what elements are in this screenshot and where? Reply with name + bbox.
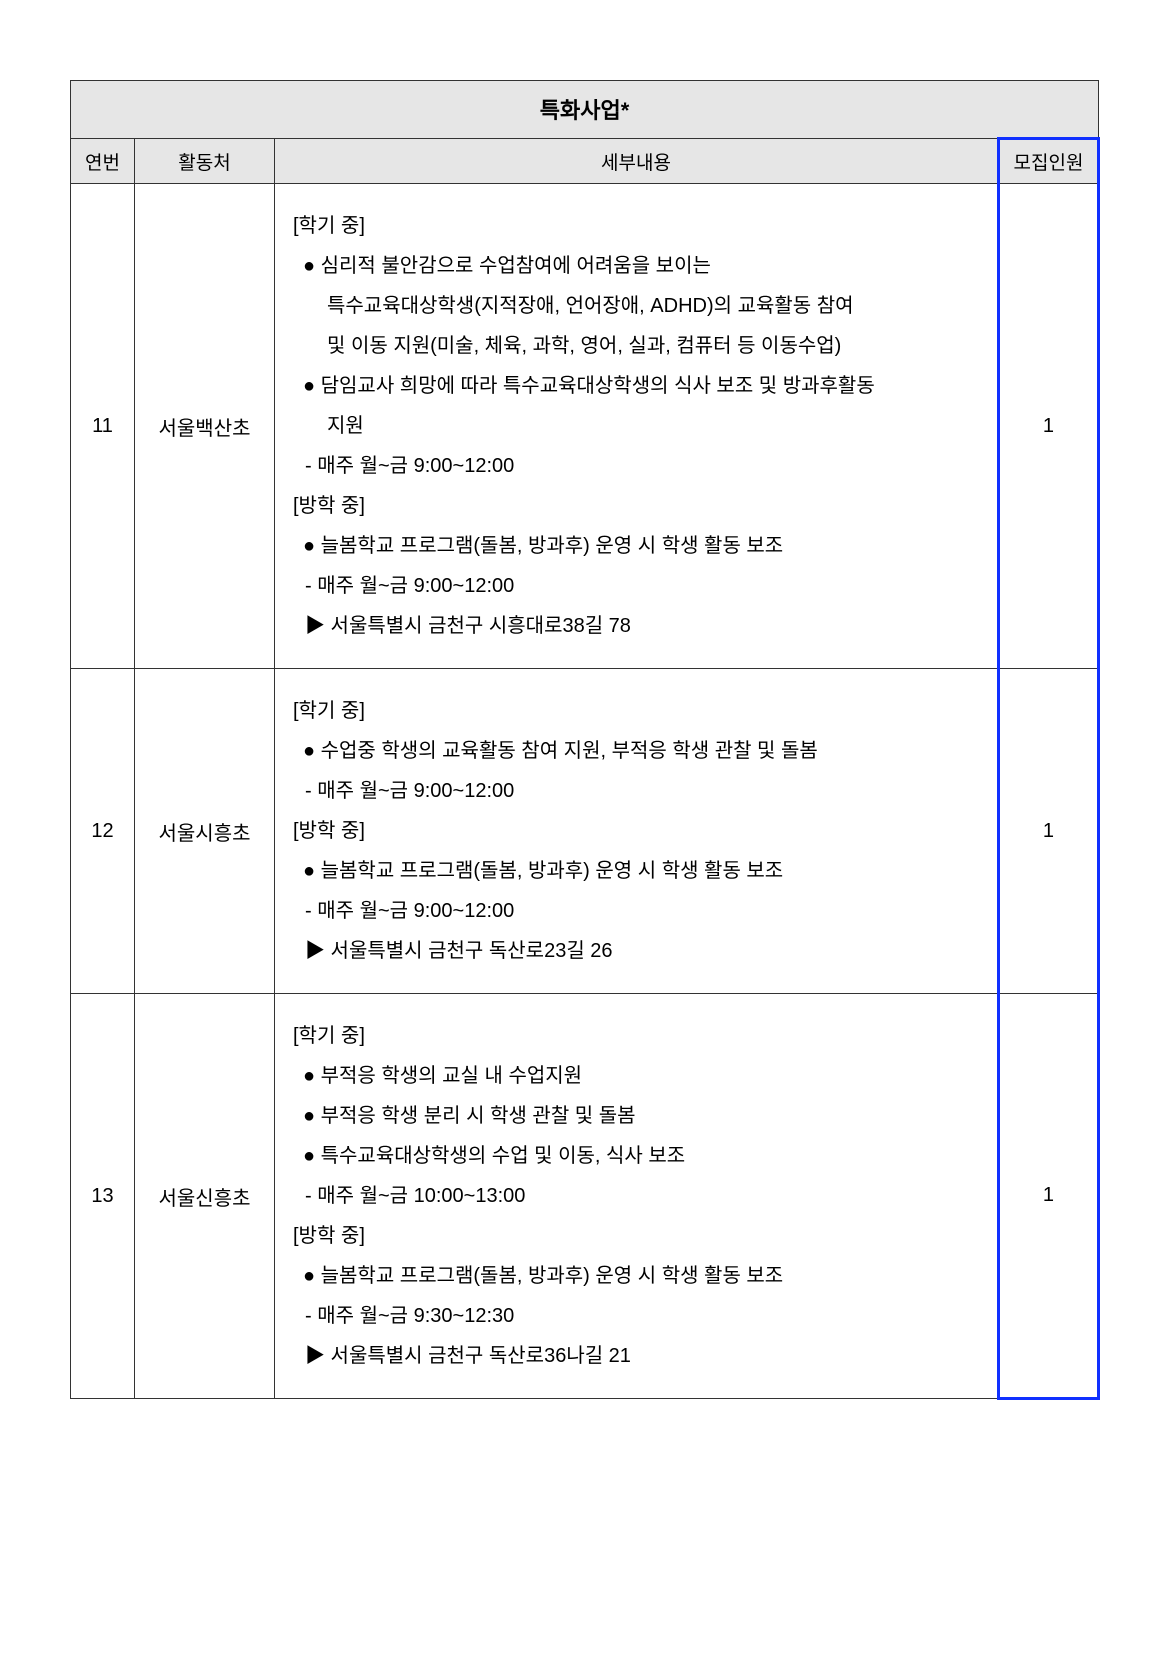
detail-line: [방학 중] bbox=[293, 811, 979, 851]
cell-detail: [학기 중]● 수업중 학생의 교육활동 참여 지원, 부적응 학생 관찰 및 … bbox=[275, 669, 999, 994]
cell-count: 1 bbox=[998, 669, 1098, 994]
cell-location: 서울시흥초 bbox=[135, 669, 275, 994]
col-header-count: 모집인원 bbox=[998, 139, 1098, 184]
detail-line: [방학 중] bbox=[293, 1216, 979, 1256]
cell-location: 서울백산초 bbox=[135, 184, 275, 669]
detail-line: ● 늘봄학교 프로그램(돌봄, 방과후) 운영 시 학생 활동 보조 bbox=[303, 851, 979, 891]
col-header-detail: 세부내용 bbox=[275, 139, 999, 184]
detail-line: 및 이동 지원(미술, 체육, 과학, 영어, 실과, 컴퓨터 등 이동수업) bbox=[293, 326, 979, 366]
col-header-location: 활동처 bbox=[135, 139, 275, 184]
col-header-no: 연번 bbox=[71, 139, 135, 184]
special-program-table: 특화사업* 연번 활동처 세부내용 모집인원 11서울백산초[학기 중]● 심리… bbox=[70, 80, 1100, 1400]
table-row: 12서울시흥초[학기 중]● 수업중 학생의 교육활동 참여 지원, 부적응 학… bbox=[71, 669, 1099, 994]
table-row: 11서울백산초[학기 중]● 심리적 불안감으로 수업참여에 어려움을 보이는특… bbox=[71, 184, 1099, 669]
detail-line: [방학 중] bbox=[293, 486, 979, 526]
detail-line: [학기 중] bbox=[293, 691, 979, 731]
detail-line: [학기 중] bbox=[293, 1016, 979, 1056]
cell-count: 1 bbox=[998, 994, 1098, 1399]
cell-count: 1 bbox=[998, 184, 1098, 669]
detail-line: - 매주 월~금 10:00~13:00 bbox=[293, 1176, 979, 1216]
detail-line: ● 부적응 학생의 교실 내 수업지원 bbox=[303, 1056, 979, 1096]
detail-line: [학기 중] bbox=[293, 206, 979, 246]
detail-line: - 매주 월~금 9:00~12:00 bbox=[293, 891, 979, 931]
detail-line: ● 늘봄학교 프로그램(돌봄, 방과후) 운영 시 학생 활동 보조 bbox=[303, 1256, 979, 1296]
cell-no: 12 bbox=[71, 669, 135, 994]
cell-location: 서울신흥초 bbox=[135, 994, 275, 1399]
cell-no: 11 bbox=[71, 184, 135, 669]
detail-line: ● 부적응 학생 분리 시 학생 관찰 및 돌봄 bbox=[303, 1096, 979, 1136]
detail-line: - 매주 월~금 9:00~12:00 bbox=[293, 446, 979, 486]
detail-line: ● 수업중 학생의 교육활동 참여 지원, 부적응 학생 관찰 및 돌봄 bbox=[303, 731, 979, 771]
detail-line: 특수교육대상학생(지적장애, 언어장애, ADHD)의 교육활동 참여 bbox=[293, 286, 979, 326]
cell-detail: [학기 중]● 심리적 불안감으로 수업참여에 어려움을 보이는특수교육대상학생… bbox=[275, 184, 999, 669]
table-row: 13서울신흥초[학기 중]● 부적응 학생의 교실 내 수업지원● 부적응 학생… bbox=[71, 994, 1099, 1399]
detail-line: ● 심리적 불안감으로 수업참여에 어려움을 보이는 bbox=[303, 246, 979, 286]
detail-line: ● 늘봄학교 프로그램(돌봄, 방과후) 운영 시 학생 활동 보조 bbox=[303, 526, 979, 566]
detail-line: ▶ 서울특별시 금천구 독산로36나길 21 bbox=[293, 1336, 979, 1376]
cell-no: 13 bbox=[71, 994, 135, 1399]
detail-line: ▶ 서울특별시 금천구 시흥대로38길 78 bbox=[293, 606, 979, 646]
detail-line: ● 담임교사 희망에 따라 특수교육대상학생의 식사 보조 및 방과후활동 bbox=[303, 366, 979, 406]
detail-line: - 매주 월~금 9:30~12:30 bbox=[293, 1296, 979, 1336]
table-title: 특화사업* bbox=[71, 81, 1099, 139]
detail-line: 지원 bbox=[293, 406, 979, 446]
detail-line: - 매주 월~금 9:00~12:00 bbox=[293, 566, 979, 606]
cell-detail: [학기 중]● 부적응 학생의 교실 내 수업지원● 부적응 학생 분리 시 학… bbox=[275, 994, 999, 1399]
detail-line: - 매주 월~금 9:00~12:00 bbox=[293, 771, 979, 811]
detail-line: ▶ 서울특별시 금천구 독산로23길 26 bbox=[293, 931, 979, 971]
detail-line: ● 특수교육대상학생의 수업 및 이동, 식사 보조 bbox=[303, 1136, 979, 1176]
